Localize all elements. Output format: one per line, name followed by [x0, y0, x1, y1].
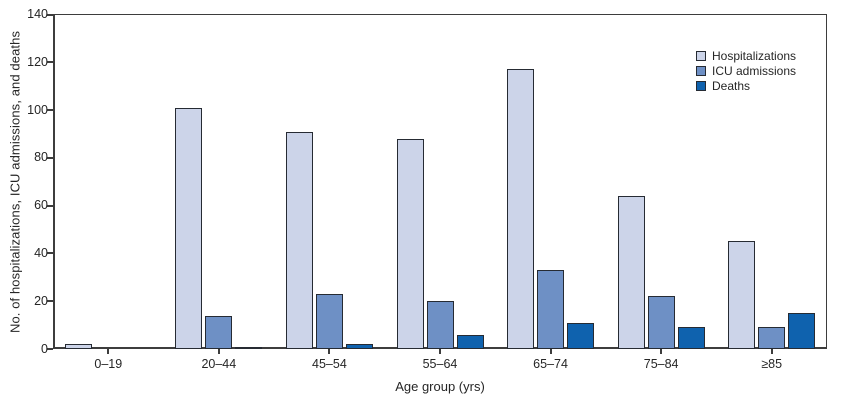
- y-tick-label: 80: [34, 150, 48, 165]
- y-axis-title: No. of hospitalizations, ICU admissions,…: [7, 30, 23, 334]
- bar-hospitalizations-0–19: [64, 344, 92, 349]
- x-tick-mark: [770, 349, 773, 354]
- bar-icu-admissions-20–44: [205, 315, 233, 349]
- bar-hospitalizations-55–64: [396, 138, 424, 349]
- x-tick-label: ≥85: [761, 357, 783, 371]
- bar-icu-admissions-75–84: [647, 296, 675, 349]
- bar-hospitalizations-≥85: [728, 241, 756, 349]
- legend-label: Hospitalizations: [712, 49, 797, 63]
- legend-item: Hospitalizations: [696, 49, 796, 63]
- y-tick-mark: [47, 61, 53, 64]
- bar-icu-admissions-≥85: [758, 327, 786, 349]
- bar-hospitalizations-45–54: [285, 131, 313, 349]
- x-tick-mark: [217, 349, 220, 354]
- y-tick-mark: [47, 109, 53, 112]
- bar-deaths-20–44: [235, 346, 263, 349]
- y-tick-mark: [47, 156, 53, 159]
- legend-label: ICU admissions: [712, 64, 797, 78]
- y-tick-label: 60: [34, 198, 48, 213]
- legend-swatch: [696, 81, 706, 91]
- legend-item: Deaths: [696, 79, 796, 93]
- y-tick-label: 0: [41, 341, 48, 356]
- y-tick-mark: [47, 252, 53, 255]
- y-tick-label: 100: [27, 102, 48, 117]
- y-tick-label: 140: [27, 7, 48, 21]
- bar-deaths-55–64: [456, 334, 484, 349]
- bar-hospitalizations-75–84: [617, 196, 645, 349]
- legend: Hospitalizations ICU admissions Deaths: [696, 49, 796, 94]
- bar-icu-admissions-65–74: [537, 270, 565, 349]
- x-tick-mark: [660, 349, 663, 354]
- x-axis-title: Age group (yrs): [395, 379, 485, 394]
- y-tick-mark: [47, 13, 53, 16]
- x-tick-label: 45–54: [312, 357, 347, 371]
- legend-item: ICU admissions: [696, 64, 796, 78]
- y-tick-label: 40: [34, 245, 48, 260]
- x-tick-label: 55–64: [422, 357, 458, 371]
- x-tick-label: 75–84: [643, 357, 679, 371]
- y-tick-mark: [47, 300, 53, 303]
- y-tick-mark: [47, 348, 53, 350]
- y-tick-label: 120: [27, 54, 48, 69]
- bar-icu-admissions-55–64: [426, 301, 454, 349]
- legend-label: Deaths: [712, 79, 751, 93]
- x-tick-mark: [549, 349, 552, 354]
- bar-deaths-75–84: [677, 327, 705, 349]
- x-tick-mark: [328, 349, 331, 354]
- x-tick-label: 65–74: [533, 357, 568, 371]
- bar-icu-admissions-45–54: [315, 294, 343, 349]
- bar-deaths-45–54: [345, 344, 373, 349]
- y-tick-mark: [47, 204, 53, 207]
- x-tick-label: 20–44: [201, 357, 237, 371]
- x-tick-label: 0–19: [94, 357, 123, 371]
- bar-hospitalizations-20–44: [175, 107, 203, 349]
- x-tick-mark: [439, 349, 441, 354]
- legend-swatch: [696, 66, 706, 76]
- bar-deaths-≥85: [788, 313, 816, 349]
- bar-hospitalizations-65–74: [507, 69, 535, 349]
- x-tick-mark: [107, 349, 110, 354]
- legend-swatch: [696, 51, 706, 61]
- bar-deaths-65–74: [567, 322, 595, 349]
- y-tick-label: 20: [34, 293, 48, 308]
